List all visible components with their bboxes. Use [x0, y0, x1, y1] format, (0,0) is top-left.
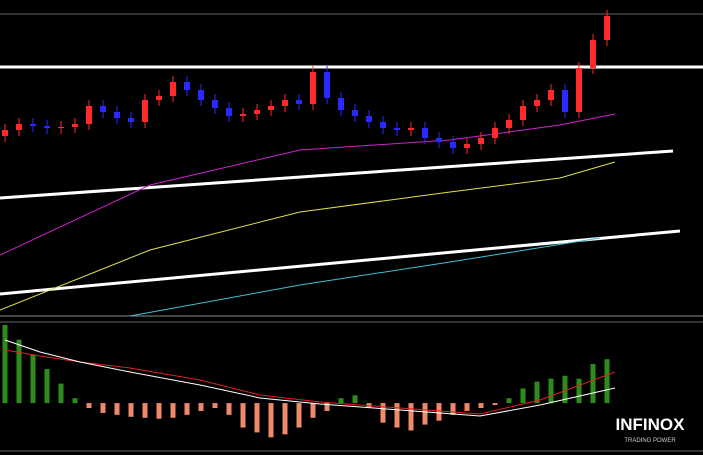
- candle-body: [324, 72, 330, 98]
- candle-body: [436, 138, 442, 142]
- histogram-bar: [282, 403, 288, 435]
- histogram-bar: [324, 403, 330, 411]
- histogram-bar: [562, 375, 568, 404]
- candle-body: [128, 118, 134, 122]
- price-panel: [2, 10, 610, 154]
- histogram-bar: [58, 383, 64, 404]
- histogram-bar: [450, 403, 456, 415]
- candle-body: [226, 108, 232, 116]
- histogram-bar: [212, 403, 218, 408]
- candle-body: [44, 126, 50, 128]
- histogram-bar: [534, 381, 540, 404]
- histogram-bar: [226, 403, 232, 415]
- histogram-bar: [492, 403, 498, 406]
- candle-body: [380, 122, 386, 128]
- candle-body: [506, 120, 512, 128]
- candle-body: [520, 106, 526, 120]
- trend-line: [0, 229, 681, 296]
- candle-body: [240, 114, 246, 116]
- candle-body: [156, 96, 162, 100]
- moving-average: [0, 113, 616, 256]
- trend-line: [0, 149, 674, 200]
- candle-body: [604, 16, 610, 40]
- candle-body: [590, 40, 596, 68]
- candle-body: [534, 100, 540, 106]
- candle-body: [2, 130, 8, 136]
- histogram-bar: [604, 359, 610, 404]
- candle-body: [86, 106, 92, 124]
- candle-body: [212, 100, 218, 108]
- histogram-bar: [478, 403, 484, 408]
- oscillator-panel: [2, 324, 610, 438]
- candle-body: [282, 100, 288, 106]
- histogram-bar: [548, 378, 554, 404]
- candle-body: [548, 90, 554, 100]
- histogram-bar: [380, 403, 386, 423]
- histogram-bar: [16, 339, 22, 404]
- candle-body: [100, 106, 106, 112]
- logo-name: INFINOX: [616, 415, 686, 434]
- signal-line: [4, 349, 616, 415]
- moving-average: [129, 237, 601, 317]
- histogram-bar: [2, 324, 8, 404]
- histogram-bar: [352, 395, 358, 404]
- candle-body: [16, 124, 22, 130]
- histogram-bar: [408, 403, 414, 431]
- histogram-bar: [310, 403, 316, 418]
- histogram-bar: [338, 398, 344, 404]
- signal-line: [4, 339, 616, 417]
- histogram-bar: [184, 403, 190, 415]
- histogram-bar: [520, 388, 526, 404]
- candle-body: [366, 116, 372, 122]
- histogram-bar: [422, 403, 428, 425]
- histogram-bar: [506, 398, 512, 404]
- histogram-bar: [170, 403, 176, 418]
- histogram-bar: [30, 354, 36, 404]
- candle-body: [492, 128, 498, 138]
- candle-body: [464, 144, 470, 148]
- histogram-bar: [198, 403, 204, 411]
- candle-body: [394, 128, 400, 130]
- candle-body: [338, 98, 344, 110]
- candle-body: [72, 124, 78, 127]
- candle-body: [478, 138, 484, 144]
- candle-body: [422, 128, 428, 138]
- candle-body: [352, 110, 358, 116]
- histogram-bar: [86, 403, 92, 408]
- candle-body: [198, 90, 204, 100]
- histogram-bar: [436, 403, 442, 421]
- candle-body: [562, 90, 568, 112]
- histogram-bar: [464, 403, 470, 411]
- candle-body: [142, 100, 148, 122]
- candle-body: [310, 72, 316, 104]
- candle-body: [170, 82, 176, 96]
- histogram-bar: [394, 403, 400, 428]
- histogram-bar: [44, 368, 50, 404]
- candle-body: [576, 68, 582, 112]
- candle-body: [450, 142, 456, 148]
- histogram-bar: [142, 403, 148, 418]
- moving-average: [0, 161, 616, 311]
- candle-body: [30, 124, 36, 126]
- histogram-bar: [268, 403, 274, 438]
- histogram-bar: [590, 364, 596, 404]
- histogram-bar: [100, 403, 106, 413]
- candle-body: [114, 112, 120, 118]
- histogram-bar: [296, 403, 302, 428]
- histogram-bar: [254, 403, 260, 433]
- candle-body: [254, 110, 260, 114]
- histogram-bar: [156, 403, 162, 419]
- candle-body: [58, 127, 64, 128]
- histogram-bar: [576, 378, 582, 404]
- candle-body: [408, 128, 414, 130]
- candle-body: [268, 106, 274, 110]
- histogram-bar: [72, 398, 78, 404]
- histogram-bar: [114, 403, 120, 415]
- histogram-bar: [128, 403, 134, 417]
- candle-body: [184, 82, 190, 90]
- logo-tagline: TRADING POWER: [624, 438, 676, 444]
- candle-body: [296, 100, 302, 104]
- histogram-bar: [240, 403, 246, 428]
